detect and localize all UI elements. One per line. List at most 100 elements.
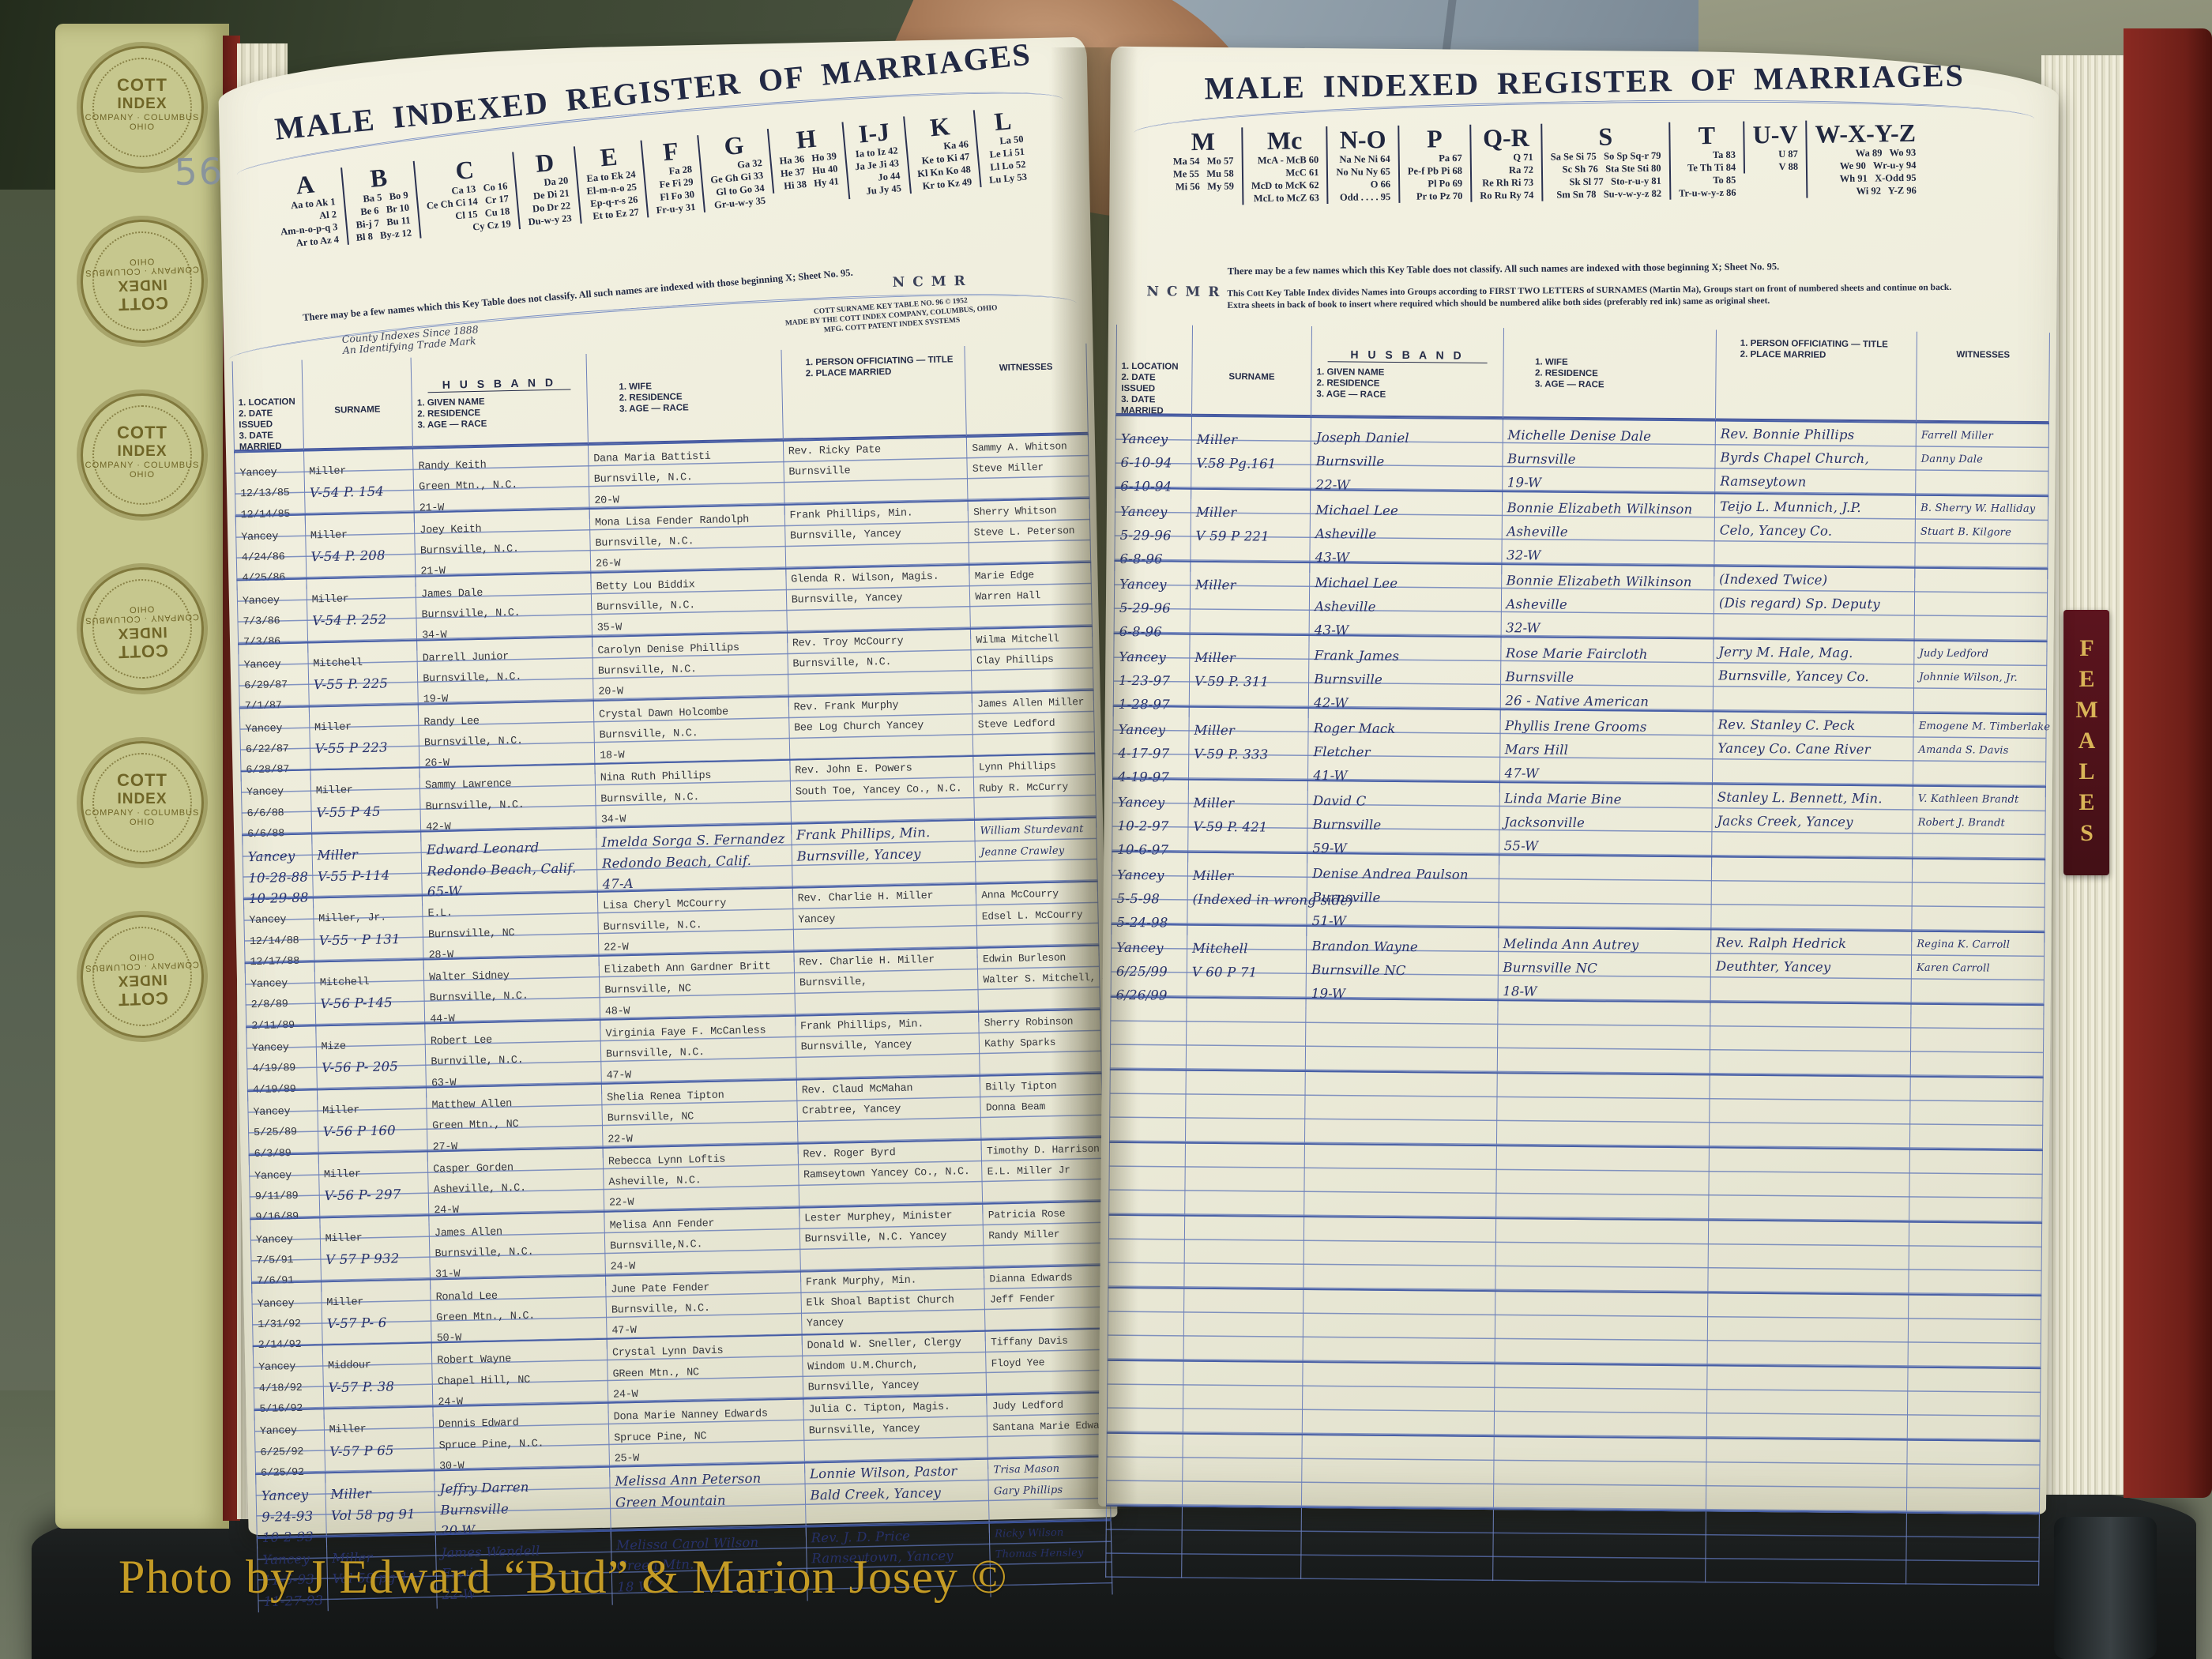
key-letter: F	[661, 136, 680, 167]
cell-line: Virginia Faye F. McCanless	[605, 1025, 766, 1040]
cell-line: 2/8/89	[250, 999, 288, 1012]
header-location: 1. LOCATION 2. DATE ISSUED 3. DATE MARRIED	[231, 359, 304, 455]
register-row	[1109, 995, 2045, 1078]
cell-line: South Toe, Yancey Co., N.C.	[795, 782, 962, 799]
key-letter-group: E Ea to Ek 24 El-m-n-o 25 Ep-q-r-s 26 Et to…	[573, 140, 648, 224]
key-letter: P	[1426, 124, 1443, 153]
key-table-note: There may be a few names which this Key …	[1227, 261, 1780, 277]
cell-line: Bee Log Church Yancey	[794, 720, 924, 735]
cell-officiating	[1707, 1293, 1909, 1367]
cell-line: Crabtree, Yancey	[802, 1104, 901, 1118]
cell-line: Donald W. Sneller, Clergy	[807, 1337, 961, 1352]
cell-line: Burnsville NC	[1311, 962, 1406, 979]
cell-line: Miller	[315, 784, 353, 798]
right-page[interactable]: MALE INDEXED REGISTER OF MARRIAGES M Ma …	[1097, 46, 2060, 1586]
cell-line: Miller	[330, 1486, 372, 1503]
key-letter-ranges: Fa 28 Fe Fi 29 Fl Fo 30 Fr-u-y 31	[653, 163, 696, 216]
cell-line: Asheville	[1315, 599, 1376, 615]
key-range: Ta 83	[1712, 149, 1736, 161]
cell-line: Karen Carroll	[1916, 961, 1990, 975]
cell-line: Rose Marie Faircloth	[1505, 645, 1648, 662]
key-letter: Mc	[1266, 126, 1303, 155]
key-range: Ra 72	[1508, 164, 1533, 176]
cell-line: Teijo L. Munnich, J.P.	[1719, 498, 1862, 516]
text-line: 1. LOCATION	[238, 397, 295, 408]
cell-surname-volpage	[1183, 1288, 1304, 1361]
cell-witnesses	[1910, 1004, 2045, 1078]
key-range: Odd . . . . 95	[1339, 191, 1391, 203]
cell-line: Linda Marie Bine	[1504, 791, 1622, 807]
cell-line: Brandon Wayne	[1311, 939, 1418, 955]
cell-line: 12/14/88	[249, 935, 299, 948]
cell-wife	[1495, 1219, 1710, 1292]
cell-line: Ramseytown Yancey Co., N.C.	[803, 1166, 970, 1182]
cell-line: Byrds Chapel Church, Ramseytown	[1720, 450, 1870, 490]
cell-line: Burnsville, Yancey	[791, 592, 903, 607]
cell-line: Ricky Wilson	[995, 1526, 1064, 1540]
register-table: 1. LOCATION 2. DATE ISSUED 3. DATE MARRIED…	[1105, 324, 2050, 1586]
cell-line: Yancey	[250, 978, 288, 991]
ncmr-stamp: NCMR	[1146, 284, 1228, 301]
cell-witnesses	[1908, 1295, 2042, 1368]
text-line: 2. PLACE MARRIED	[805, 367, 892, 379]
females-divider-tab[interactable]: FEMALES	[2063, 610, 2109, 875]
cell-line: Miller	[1196, 431, 1238, 448]
cott-index-seal: COTT INDEX COMPANY · COLUMBUS OHIO	[81, 741, 204, 864]
cell-witnesses	[1909, 1149, 2043, 1223]
cell-line	[1920, 570, 2042, 594]
ncmr-stamp: NCMR	[892, 273, 973, 291]
key-letter-ranges: Na Ne Ni 64 No Nu Ny 65 O 66 Odd . . . . 95	[1336, 152, 1390, 204]
cell-line: V 60 P 71	[1191, 964, 1258, 980]
key-letter: N-O	[1339, 125, 1386, 154]
header-wife: 1. WIFE 2. RESIDENCE 3. AGE — RACE	[586, 349, 784, 448]
register-table: 1. LOCATION 2. DATE ISSUED 3. DATE MARRIED…	[231, 343, 1119, 1613]
cell-line	[1917, 860, 2040, 885]
key-letter: W-X-Y-Z	[1815, 118, 1917, 149]
cell-line: Miller	[1192, 867, 1234, 884]
cell-line: Burnsville, Yancey	[800, 1039, 912, 1054]
left-page[interactable]: 56 MALE INDEXED REGISTER OF MARRIAGES A …	[174, 36, 1119, 1613]
cell-witnesses: Ricky Wilson Thomas Hensley	[989, 1521, 1113, 1597]
key-letter-ranges: Ea to Ek 24 El-m-n-o 25 Ep-q-r-s 26 Et to E…	[585, 168, 640, 223]
cell-line: Stuart B. Kilgore	[1920, 525, 2012, 539]
key-range: Wa 89 Wo 93	[1855, 146, 1917, 159]
key-range: No Nu Ny 65	[1336, 166, 1390, 178]
cell-line: V.58 Pg.161	[1196, 455, 1277, 472]
cell-line: Michael Lee	[1315, 575, 1398, 591]
cell-line: Bonnie Elizabeth Wilkinson	[1507, 500, 1693, 517]
register-row	[1105, 1431, 2041, 1514]
cell-line: Windom U.M.Church, Burnsville, Yancey	[807, 1359, 920, 1394]
key-letter-ranges: Ca 13 Co 16 Ce Ch Ci 14 Cr 17 Cl 15 Cu 18 C…	[425, 179, 512, 237]
key-range: Sc Sh 76 Sta Ste Sti 80	[1562, 162, 1661, 175]
key-letter-ranges: Ma 54 Mo 57 Me 55 Mu 58 Mi 56 My 59	[1173, 154, 1234, 193]
key-range: Fr-u-y 31	[656, 201, 697, 216]
cell-line: 12/13/85	[239, 487, 290, 501]
cell-line: V-56 P-145	[320, 995, 393, 1012]
cell-officiating	[1709, 1075, 1911, 1149]
cell-line: Burnsville, N.C.	[792, 656, 892, 671]
cell-line	[1717, 859, 1907, 884]
key-range: Pe-f Pb Pi 68	[1407, 164, 1463, 177]
header-wife: 1. WIFE 2. RESIDENCE 3. AGE — RACE	[1503, 328, 1717, 423]
key-letter: S	[1598, 122, 1613, 151]
cell-line: Elizabeth Ann Gardner Britt	[604, 961, 771, 976]
key-range: Te Th Ti 84	[1687, 161, 1736, 174]
cell-officiating	[1710, 1003, 1912, 1076]
key-letter: Q-R	[1482, 122, 1529, 152]
cell-line: Bonnie Elizabeth Wilkinson	[1506, 573, 1692, 590]
cell-line: 7/5/91	[256, 1255, 294, 1268]
header-surname: SURNAME	[302, 357, 414, 453]
key-letter-group: Mc McA - McB 60 McC 61 McD to McK 62 McL to…	[1241, 126, 1327, 205]
cell-line: V 57 P 932	[325, 1251, 400, 1268]
cell-line: Regina K. Carroll	[1917, 938, 2011, 951]
cell-line: Yancey	[251, 1042, 289, 1055]
register-row	[1108, 1141, 2043, 1223]
cell-line: Rev. Ralph Hedrick	[1716, 935, 1847, 951]
cell-line: V-55 · P 131	[318, 931, 401, 948]
key-letter-ranges: McA - McB 60 McC 61 McD to McK 62 McL to Mc…	[1251, 153, 1319, 205]
cell-line: 6/22/87	[245, 743, 289, 757]
cell-line: Roger Mack	[1313, 720, 1396, 736]
cell-officiating	[1708, 1221, 1910, 1294]
